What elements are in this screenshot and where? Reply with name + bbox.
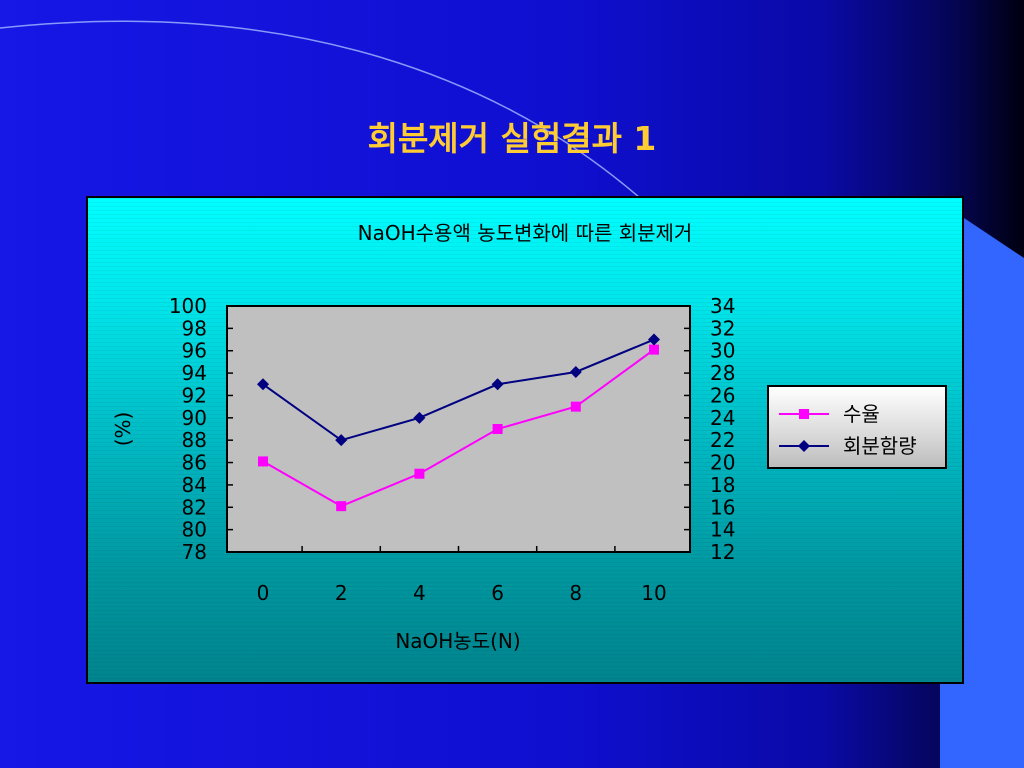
x-tick-label: 2: [335, 581, 348, 605]
series-line-ash: [262, 338, 655, 442]
x-tick-label: 8: [569, 581, 582, 605]
series-line-yield: [262, 348, 655, 508]
data-point-ash: [569, 365, 582, 378]
y-tick-label-left: 92: [182, 383, 207, 407]
y-tick-label-right: 14: [710, 518, 735, 542]
data-point-yield: [258, 456, 268, 467]
x-tick-label: 4: [413, 581, 426, 605]
y-tick-label-left: 90: [182, 406, 207, 430]
x-tick-label: 6: [491, 581, 504, 605]
y-tick-label-left: 86: [182, 451, 207, 475]
y-tick-label-right: 18: [710, 473, 735, 497]
data-point-yield: [649, 344, 659, 355]
data-point-ash: [413, 411, 426, 424]
y-tick-label-left: 78: [182, 540, 207, 564]
y-tick-label-left: 82: [182, 495, 207, 519]
data-point-ash: [648, 333, 660, 346]
series-layer: [257, 333, 660, 512]
y-tick-label-left: 84: [182, 473, 207, 497]
data-point-yield: [492, 424, 503, 434]
y-tick-label-right: 34: [710, 294, 735, 318]
slide-title: 회분제거 실험결과 1: [367, 119, 657, 158]
y-tick-label-left: 100: [169, 294, 207, 318]
y-tick-label-left: 80: [182, 518, 207, 542]
data-point-yield: [414, 468, 425, 479]
y-tick-label-left: 94: [182, 361, 207, 385]
y-tick-label-right: 30: [710, 339, 735, 363]
x-tick-label: 0: [257, 581, 270, 605]
data-point-ash: [491, 378, 504, 391]
data-point-yield: [570, 401, 581, 412]
chart-area: NaOH수용액 농도변화에 따른 회분제거 78 80 82 84 86 88 90 92 94…: [86, 196, 964, 684]
legend-label-ash: 회분함량: [843, 434, 917, 458]
y-tick-label-right: 24: [710, 406, 735, 430]
x-axis: 0 2 4 6 8 10: [257, 546, 667, 605]
y-tick-label-left: 98: [182, 316, 207, 340]
y-tick-label-right: 26: [710, 383, 735, 407]
y-axis-label: (%): [111, 412, 135, 447]
x-tick-label: 10: [641, 581, 666, 605]
y-tick-label-right: 16: [710, 495, 735, 519]
y-tick-label-right: 20: [710, 451, 735, 475]
data-point-yield: [336, 501, 347, 512]
y-tick-label-left: 88: [182, 428, 207, 452]
y-tick-label-right: 32: [710, 316, 735, 340]
x-axis-label: NaOH농도(N): [395, 629, 520, 653]
chart-title: NaOH수용액 농도변화에 따른 회분제거: [358, 221, 693, 245]
data-point-ash: [335, 434, 348, 447]
legend-marker-yield: [779, 409, 829, 419]
y-tick-label-left: 96: [182, 339, 207, 363]
chart-svg: NaOH수용액 농도변화에 따른 회분제거 788082848688909294…: [111, 221, 735, 653]
plot-area: [226, 305, 691, 553]
y-tick-label-right: 12: [710, 540, 735, 564]
legend-marker-ash: [779, 440, 829, 452]
y-tick-label-right: 28: [710, 361, 735, 385]
legend: 수율 회분함량: [767, 385, 947, 469]
y-tick-label-right: 22: [710, 428, 735, 452]
legend-label-yield: 수율: [843, 402, 880, 426]
data-point-ash: [257, 378, 269, 391]
